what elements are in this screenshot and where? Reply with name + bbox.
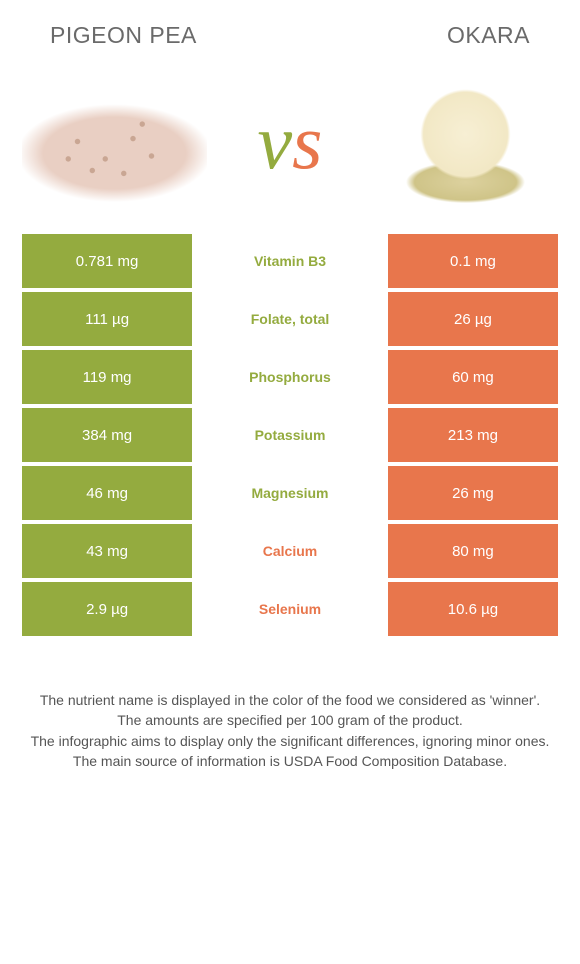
footer-line: The main source of information is USDA F… xyxy=(28,751,552,771)
right-value: 26 µg xyxy=(388,292,558,346)
header: Pigeon pea Okara xyxy=(0,0,580,59)
left-value: 0.781 mg xyxy=(22,234,192,288)
okara-image xyxy=(373,69,558,214)
table-row: 119 mg Phosphorus 60 mg xyxy=(22,350,558,404)
footer-notes: The nutrient name is displayed in the co… xyxy=(0,640,580,771)
nutrient-label: Phosphorus xyxy=(192,350,388,404)
nutrient-label: Calcium xyxy=(192,524,388,578)
nutrient-label: Vitamin B3 xyxy=(192,234,388,288)
table-row: 111 µg Folate, total 26 µg xyxy=(22,292,558,346)
nutrient-label: Selenium xyxy=(192,582,388,636)
right-food-title: Okara xyxy=(447,22,530,49)
table-row: 2.9 µg Selenium 10.6 µg xyxy=(22,582,558,636)
right-value: 80 mg xyxy=(388,524,558,578)
footer-line: The infographic aims to display only the… xyxy=(28,731,552,751)
left-value: 2.9 µg xyxy=(22,582,192,636)
footer-line: The nutrient name is displayed in the co… xyxy=(28,690,552,710)
right-value: 26 mg xyxy=(388,466,558,520)
right-value: 60 mg xyxy=(388,350,558,404)
hero-row: vs xyxy=(0,59,580,234)
left-value: 111 µg xyxy=(22,292,192,346)
left-value: 384 mg xyxy=(22,408,192,462)
left-value: 46 mg xyxy=(22,466,192,520)
right-value: 0.1 mg xyxy=(388,234,558,288)
table-row: 43 mg Calcium 80 mg xyxy=(22,524,558,578)
nutrient-label: Potassium xyxy=(192,408,388,462)
pigeon-pea-image xyxy=(22,69,207,214)
vs-label: vs xyxy=(258,103,323,181)
vs-v-letter: v xyxy=(258,103,293,181)
table-row: 0.781 mg Vitamin B3 0.1 mg xyxy=(22,234,558,288)
left-value: 43 mg xyxy=(22,524,192,578)
table-row: 46 mg Magnesium 26 mg xyxy=(22,466,558,520)
table-row: 384 mg Potassium 213 mg xyxy=(22,408,558,462)
left-food-title: Pigeon pea xyxy=(50,22,197,49)
vs-s-letter: s xyxy=(292,103,322,181)
left-value: 119 mg xyxy=(22,350,192,404)
nutrient-label: Folate, total xyxy=(192,292,388,346)
right-value: 10.6 µg xyxy=(388,582,558,636)
footer-line: The amounts are specified per 100 gram o… xyxy=(28,710,552,730)
comparison-table: 0.781 mg Vitamin B3 0.1 mg 111 µg Folate… xyxy=(0,234,580,636)
nutrient-label: Magnesium xyxy=(192,466,388,520)
right-value: 213 mg xyxy=(388,408,558,462)
